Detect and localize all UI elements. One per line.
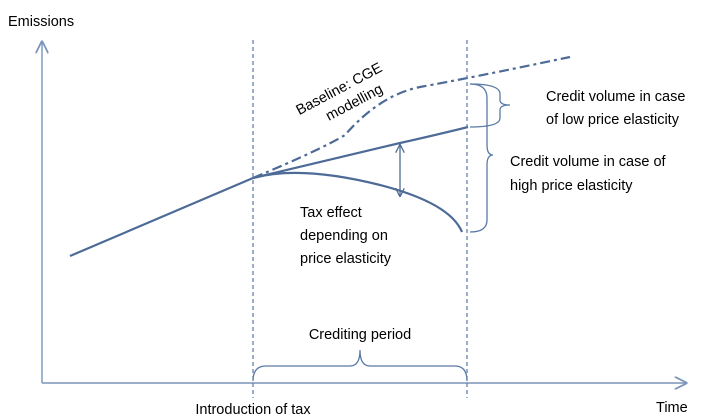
low-label: of low price elasticity: [546, 112, 680, 128]
high-elasticity-curve: [252, 171, 464, 233]
high-label: high price elasticity: [510, 178, 633, 194]
tax-effect-label: depending on: [300, 228, 388, 244]
tax-effect-label: price elasticity: [300, 251, 392, 267]
x-label: Time: [656, 400, 688, 416]
period-brace: [252, 349, 468, 382]
low-elasticity-curve: [252, 125, 469, 180]
low-brace: [469, 83, 511, 128]
low-label: Credit volume in case: [546, 89, 685, 105]
y-label: Emissions: [8, 14, 74, 30]
high-brace: [469, 83, 494, 233]
intro-label: Introduction of tax: [195, 402, 311, 416]
high-label: Credit volume in case of: [510, 154, 667, 170]
baseline-curve: [252, 55, 571, 180]
crediting-label: Crediting period: [309, 327, 411, 343]
pre-tax-line: [69, 176, 254, 258]
tax-effect-label: Tax effect: [300, 205, 362, 221]
